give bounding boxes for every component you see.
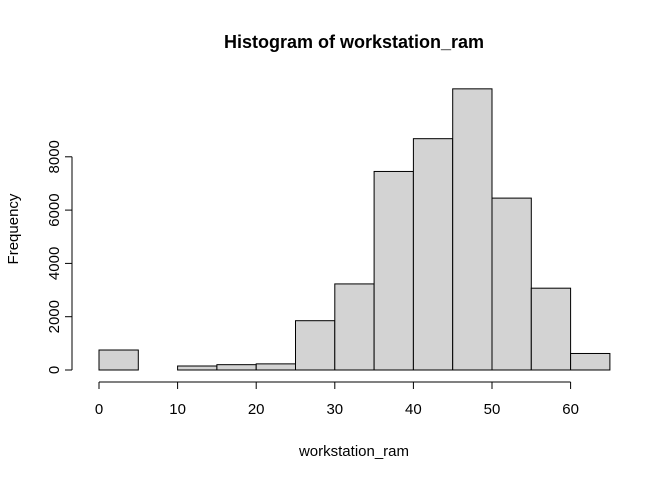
histogram-bar xyxy=(216,364,257,371)
y-tick-label: 2000 xyxy=(46,300,63,333)
x-tick-label: 40 xyxy=(405,401,422,418)
histogram-bar xyxy=(570,352,611,371)
x-tick-label: 30 xyxy=(326,401,343,418)
histogram-bar xyxy=(412,138,454,371)
histogram-bar xyxy=(295,320,336,371)
x-tick-label: 60 xyxy=(562,401,579,418)
y-tick-label: 6000 xyxy=(46,193,63,226)
histogram-bar xyxy=(334,283,375,371)
histogram-bar xyxy=(452,88,493,371)
histogram-bar xyxy=(373,170,414,371)
bars-group xyxy=(98,88,611,371)
x-tick-label: 10 xyxy=(169,401,186,418)
histogram-bar xyxy=(530,287,572,371)
x-axis-label: workstation_ram xyxy=(298,443,409,460)
histogram-bar xyxy=(255,363,297,371)
x-tick-label: 20 xyxy=(248,401,265,418)
chart-title: Histogram of workstation_ram xyxy=(224,32,484,52)
y-tick-label: 4000 xyxy=(46,247,63,280)
y-tick-label: 0 xyxy=(46,366,63,374)
x-tick-label: 0 xyxy=(95,401,103,418)
histogram-bar xyxy=(177,365,218,371)
y-axis: 0 2000 4000 6000 8000 xyxy=(46,140,73,374)
x-tick-label: 50 xyxy=(484,401,501,418)
x-axis: 0 10 20 30 40 50 60 xyxy=(95,381,579,418)
histogram-bar xyxy=(98,349,139,371)
histogram-bar xyxy=(491,197,532,371)
y-axis-label: Frequency xyxy=(5,193,22,264)
y-tick-label: 8000 xyxy=(46,140,63,173)
